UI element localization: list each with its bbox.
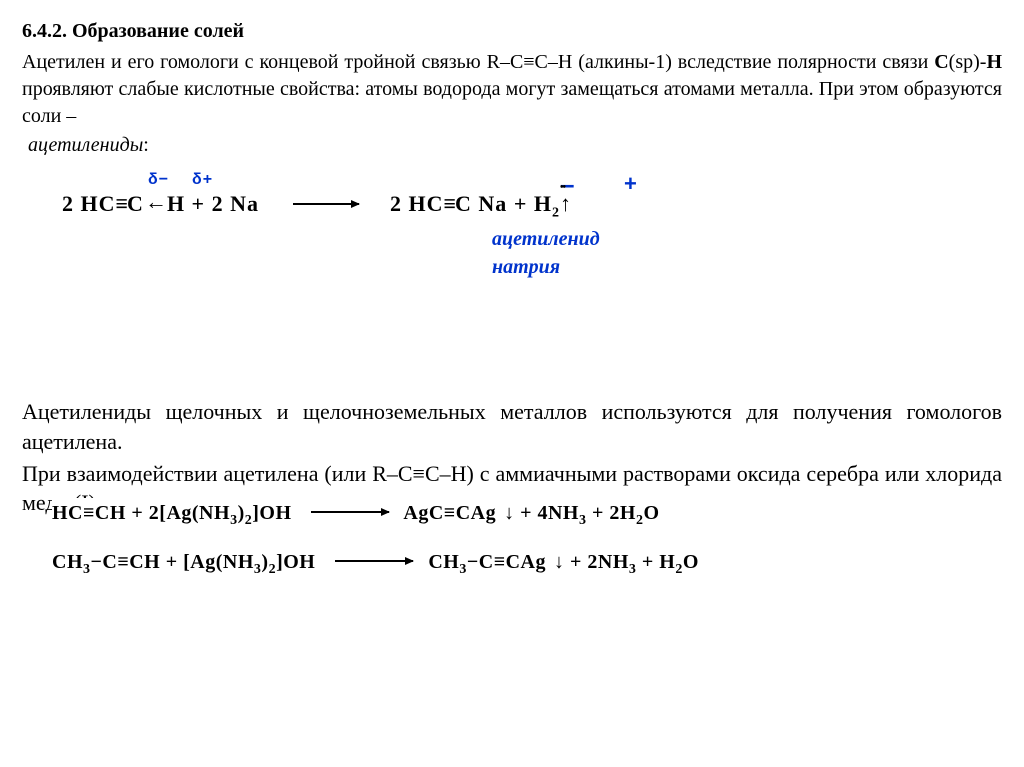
equation-1-block: δ− δ+ – + •• 2 HC≡C→H + 2 Na 2 HC≡C Na +… (62, 189, 1002, 279)
precip-arrow-1: ↓ (504, 502, 515, 524)
eq2-rhs3: + 4NH (515, 502, 579, 524)
product-label-2: натрия (492, 255, 1002, 279)
sub-3a: 3 (230, 513, 238, 528)
charge-plus: + (624, 169, 638, 199)
eq1-lhs-a: 2 HC (62, 191, 116, 216)
p1-text-a: Ацетилен и его гомологи с концевой тройн… (22, 51, 934, 73)
eq2-lhs: HC≡CH + 2[Ag(NH (52, 502, 230, 524)
paragraph-1: Ацетилен и его гомологи с концевой тройн… (22, 49, 1002, 130)
eq3-rhs6: O (683, 551, 699, 573)
eq2-rhs4: + 2H (587, 502, 636, 524)
reaction-arrow-1 (293, 203, 359, 205)
sub-3b: 3 (579, 513, 587, 528)
equation-1: δ− δ+ – + •• 2 HC≡C→H + 2 Na 2 HC≡C Na +… (62, 189, 1002, 223)
reaction-arrow-3 (335, 560, 413, 562)
eq2-lhs3: ]OH (252, 502, 291, 524)
eq1-lhs-c: H + 2 Na (167, 191, 259, 216)
equation-2-block: HC≡CH + 2[Ag(NH3)2]OH AgC≡CAg↓ + 4NH3 + … (52, 498, 1002, 580)
eq3-rhs4: + 2NH (564, 551, 628, 573)
eq1-rhs-c: + H (507, 191, 552, 216)
precip-arrow-2: ↓ (554, 551, 565, 573)
p1-text-e: проявляют слабые кислотные свойства: ато… (22, 78, 1002, 127)
eq1-lhs-b: C (127, 191, 144, 216)
triple-bond-1: ≡ (116, 191, 128, 216)
bond-arrow-left: → (144, 187, 167, 217)
eq3-lhs3: ) (261, 551, 268, 573)
reaction-arrow-2 (311, 511, 389, 513)
p1-bold-h: H (986, 51, 1002, 73)
equation-3: CH3−C≡CH + [Ag(NH3)2]OH CH3−C≡CAg↓ + 2NH… (52, 549, 1002, 580)
section-heading: 6.4.2. Образование солей (22, 18, 1002, 45)
product-label-1: ацетиленид (492, 227, 1002, 251)
eq2-lhs2: ) (238, 502, 245, 524)
eq2-rhs5: O (643, 502, 659, 524)
delta-plus: δ+ (192, 169, 213, 191)
eq3-rhs5: + H (636, 551, 675, 573)
paragraph-1b: ацетилениды: (22, 132, 1002, 159)
paragraph-2: Ацетилениды щелочных и щелочноземельных … (22, 397, 1002, 456)
eq3-lhs2: −C≡CH + [Ag(NH (91, 551, 254, 573)
p1-bold-c: C (934, 51, 948, 73)
p1-text-c: (sp)- (949, 51, 987, 73)
sub-2e: 2 (675, 562, 683, 577)
eq1-rhs-b: C Na (455, 191, 507, 216)
lone-pair-dots: •• (560, 181, 565, 195)
triple-bond-2: ≡ (443, 191, 455, 216)
eq3-rhs2: −C≡CAg (467, 551, 546, 573)
sub-3e: 3 (459, 562, 467, 577)
term-acetylenides: ацетилениды (28, 134, 143, 156)
sub-2a: 2 (552, 205, 560, 220)
eq2-rhs1: AgC≡CAg (403, 502, 496, 524)
sub-2d: 2 (269, 562, 277, 577)
eq3-rhs1: CH (428, 551, 459, 573)
eq3-lhs4: ]OH (276, 551, 315, 573)
eq1-rhs-a: 2 HC (390, 191, 444, 216)
p1-colon: : (143, 134, 149, 156)
equation-2: HC≡CH + 2[Ag(NH3)2]OH AgC≡CAg↓ + 4NH3 + … (52, 500, 1002, 531)
eq3-lhs1: CH (52, 551, 83, 573)
sub-3c: 3 (83, 562, 91, 577)
